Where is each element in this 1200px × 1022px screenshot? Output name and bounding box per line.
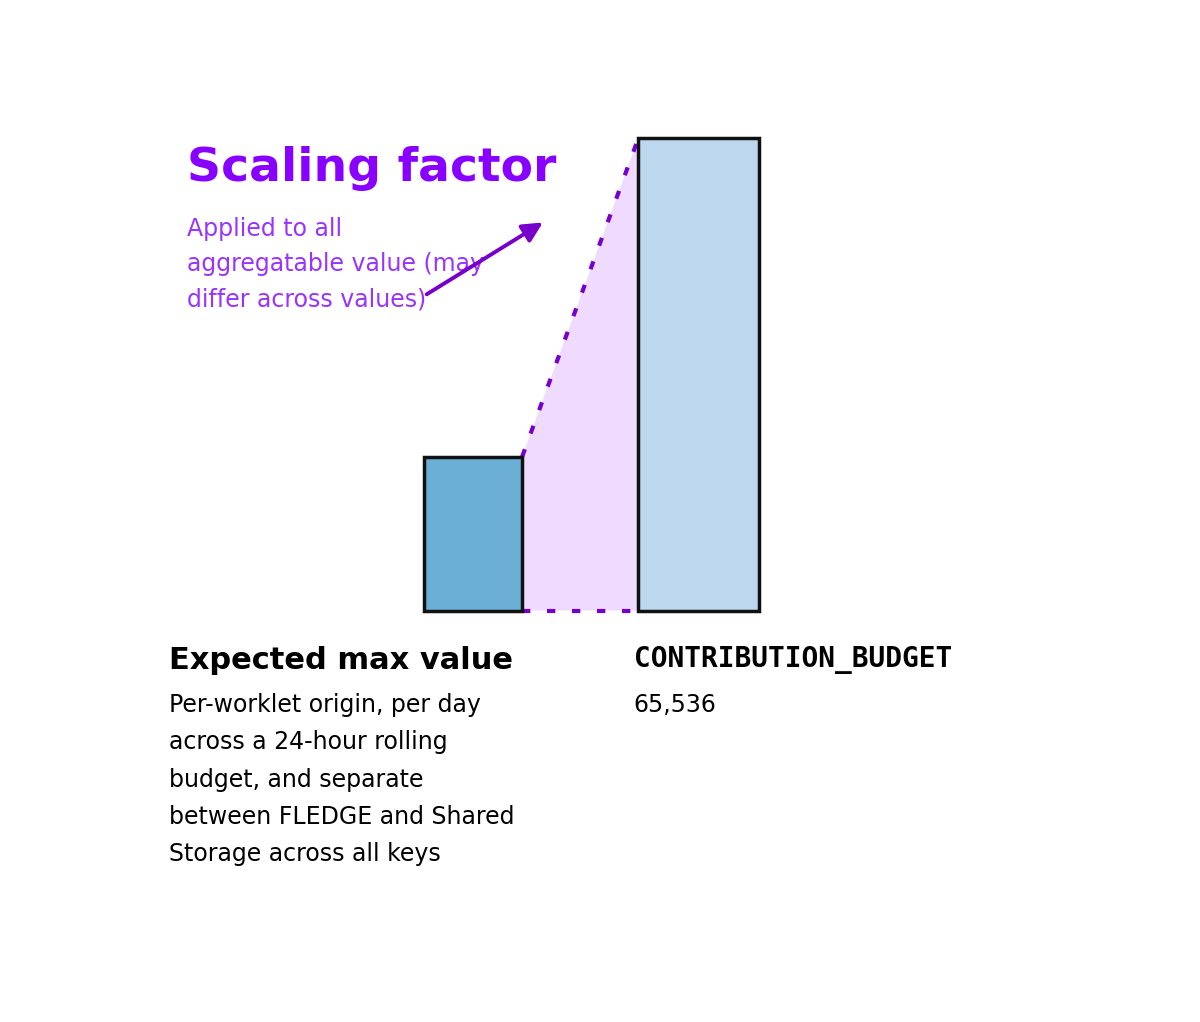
Text: CONTRIBUTION_BUDGET: CONTRIBUTION_BUDGET (634, 646, 952, 673)
Bar (425, 457, 522, 610)
Text: 65,536: 65,536 (634, 693, 716, 717)
Text: Applied to all
aggregatable value (may
differ across values): Applied to all aggregatable value (may d… (187, 217, 485, 312)
Text: Scaling factor: Scaling factor (187, 146, 557, 191)
Text: Expected max value: Expected max value (168, 646, 512, 675)
Text: Per-worklet origin, per day
across a 24-hour rolling
budget, and separate
betwee: Per-worklet origin, per day across a 24-… (168, 693, 514, 867)
Polygon shape (522, 138, 638, 610)
Bar (638, 138, 760, 610)
